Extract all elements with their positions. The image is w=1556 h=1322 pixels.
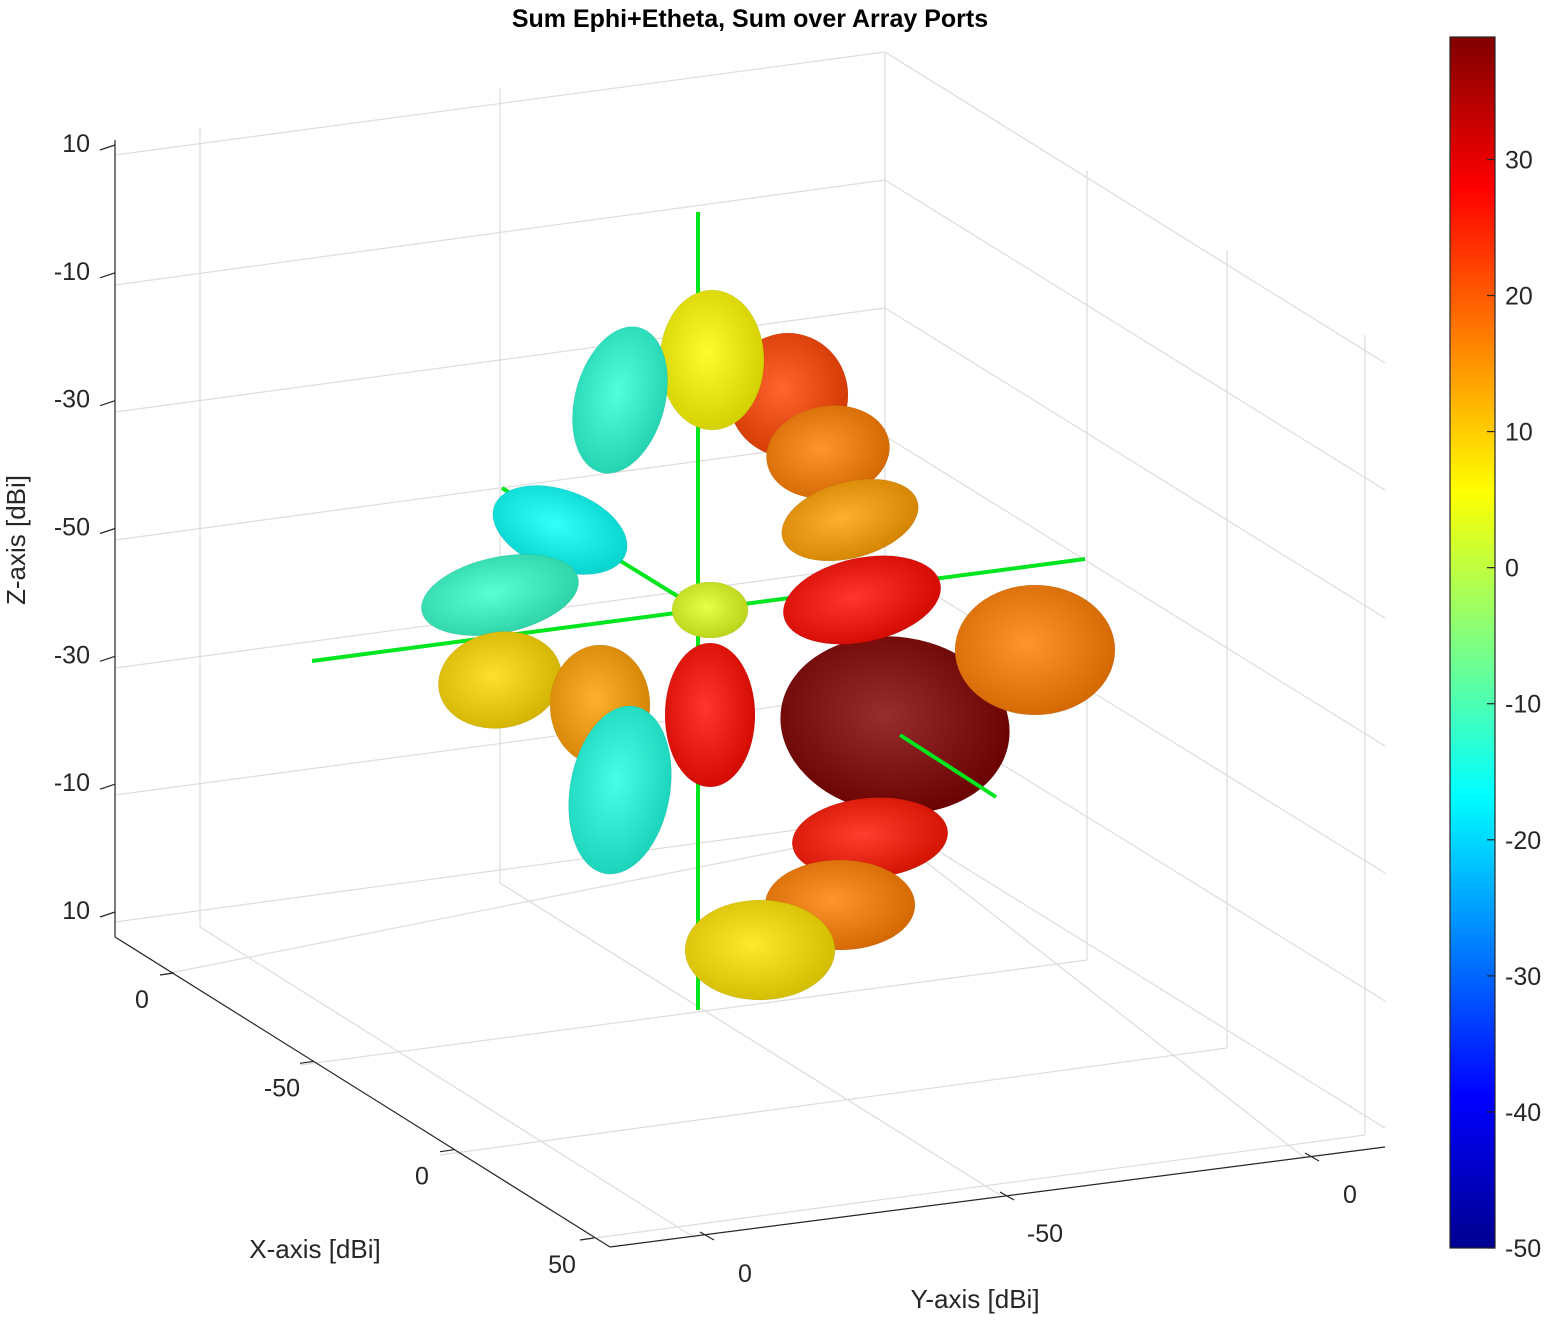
colorbar-tick-label: -40 [1505, 1099, 1541, 1127]
colorbar-ticks: 30 20 10 0 -10 -20 -30 -40 -50 [1487, 146, 1541, 1263]
z-tick-label: -30 [54, 641, 90, 669]
lobe-left-far-shading [421, 554, 579, 636]
y-tick-label: -50 [1027, 1220, 1063, 1248]
chart-title: Sum Ephi+Etheta, Sum over Array Ports [512, 5, 988, 33]
green-x-axis-front [898, 733, 998, 799]
z-tick-label: -10 [54, 769, 90, 797]
lobe-upper-right-3-shading [781, 479, 919, 561]
x-axis-line [114, 936, 611, 1248]
y-tick-label: 0 [738, 1260, 752, 1288]
colorbar-tick-label: -30 [1505, 963, 1541, 991]
x-tick-label: -50 [264, 1074, 300, 1102]
z-tick-label: -50 [54, 514, 90, 542]
z-tick-label: -10 [54, 258, 90, 286]
colorbar-tick-label: 10 [1505, 419, 1533, 447]
y-axis-label: Y-axis [dBi] [910, 1284, 1039, 1314]
z-tick-label: 10 [62, 130, 90, 158]
colorbar: 30 20 10 0 -10 -20 -30 -40 -50 [1449, 36, 1541, 1263]
lobe-left-lower-shading [438, 631, 562, 729]
colorbar-tick-label: -10 [1505, 691, 1541, 719]
lobe-center-shading [672, 582, 748, 638]
lobe-top-left-shading [572, 326, 668, 474]
lobe-left-upper-shading [492, 485, 628, 575]
x-ticks: 0 -50 0 50 [135, 972, 595, 1279]
colorbar-tick-label: -50 [1505, 1235, 1541, 1263]
colorbar-tick-label: -20 [1505, 827, 1541, 855]
colorbar-tick-label: 30 [1505, 146, 1533, 174]
z-axis-label: Z-axis [dBi] [1, 475, 31, 605]
lobe-lower-center-shading [665, 643, 755, 787]
lobe-right-far-shading [955, 585, 1115, 715]
x-tick-label: 0 [415, 1163, 429, 1191]
grid [114, 51, 1386, 1241]
lobe-bottom-left-shading [568, 705, 672, 875]
z-tick-label: 10 [62, 897, 90, 925]
lobe-top-shading [660, 290, 764, 430]
lobe-upper-right-2-shading [766, 405, 890, 499]
y-tick-label: 0 [1343, 1181, 1357, 1209]
z-ticks: 10 -10 -30 -50 -30 -10 10 [54, 130, 116, 925]
colorbar-bar [1449, 36, 1496, 1249]
colorbar-tick-label: 0 [1505, 555, 1519, 583]
x-tick-label: 50 [548, 1251, 576, 1279]
colorbar-tick-label: 20 [1505, 283, 1533, 311]
lobe-right-upper-shading [783, 555, 941, 645]
lobe-bottom-1-shading [792, 797, 948, 879]
x-axis-label: X-axis [dBi] [249, 1234, 381, 1264]
y-axis-line [609, 1146, 1386, 1248]
x-tick-label: 0 [135, 986, 149, 1014]
lobe-bottom-3-shading [685, 900, 835, 1000]
radiation-lobes [421, 289, 1116, 1001]
z-tick-label: -30 [54, 386, 90, 414]
y-ticks: 0 -50 0 [699, 1152, 1357, 1288]
